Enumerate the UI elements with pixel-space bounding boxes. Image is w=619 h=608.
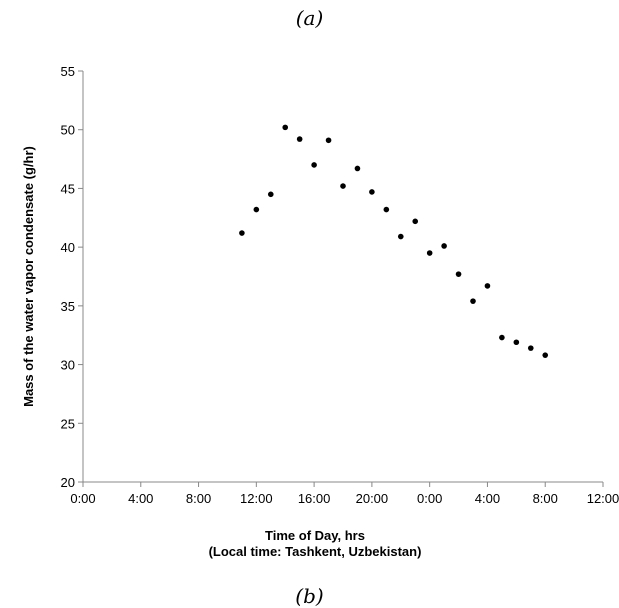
data-point	[282, 124, 289, 131]
data-point	[470, 298, 476, 304]
data-point	[527, 345, 534, 351]
y-tick-label: 50	[61, 123, 75, 138]
data-point	[397, 233, 404, 240]
x-tick-label: 12:00	[587, 491, 619, 506]
x-tick-label: 4:00	[128, 491, 153, 506]
data-point	[325, 137, 332, 144]
data-point	[267, 191, 274, 198]
x-tick-label: 8:00	[533, 491, 558, 506]
data-points	[239, 124, 549, 358]
y-axis-ticks: 20 25 30 35 40 45 50 55	[61, 64, 83, 490]
data-point	[340, 183, 346, 189]
data-point	[412, 218, 419, 225]
y-tick-label: 45	[61, 181, 75, 196]
data-point	[311, 162, 317, 168]
x-tick-label: 0:00	[70, 491, 95, 506]
data-point	[513, 339, 520, 346]
y-tick-label: 30	[61, 358, 75, 373]
data-point	[383, 206, 390, 213]
y-tick-label: 40	[61, 240, 75, 255]
data-point	[354, 165, 361, 172]
x-axis-title: Time of Day, hrs	[265, 528, 365, 543]
x-tick-label: 20:00	[356, 491, 389, 506]
figure-caption-top: (a)	[295, 6, 324, 30]
data-point	[369, 189, 375, 195]
data-point	[239, 230, 245, 236]
axes	[82, 71, 603, 483]
x-tick-label: 12:00	[240, 491, 273, 506]
y-tick-label: 35	[61, 299, 75, 314]
x-tick-label: 16:00	[298, 491, 331, 506]
x-tick-label: 0:00	[417, 491, 442, 506]
x-tick-label: 8:00	[186, 491, 211, 506]
figure-caption-bottom: (b)	[295, 584, 324, 608]
data-point	[455, 271, 462, 277]
x-axis-ticks: 0:00 4:00 8:00 12:00 16:00 20:00 0:00 4:00 8:00 1…	[70, 482, 619, 506]
y-tick-label: 20	[61, 475, 75, 490]
data-point	[542, 352, 549, 358]
data-point	[253, 206, 260, 213]
x-tick-label: 4:00	[475, 491, 500, 506]
y-tick-label: 25	[61, 416, 75, 431]
data-point	[426, 250, 433, 256]
data-point	[499, 334, 505, 341]
y-axis-title: Mass of the water vapor condensate (g/hr…	[21, 146, 36, 407]
x-axis-subtitle: (Local time: Tashkent, Uzbekistan)	[209, 544, 422, 559]
y-tick-label: 55	[61, 64, 75, 79]
data-point	[441, 243, 447, 249]
data-point	[296, 136, 303, 142]
data-point	[484, 283, 491, 289]
